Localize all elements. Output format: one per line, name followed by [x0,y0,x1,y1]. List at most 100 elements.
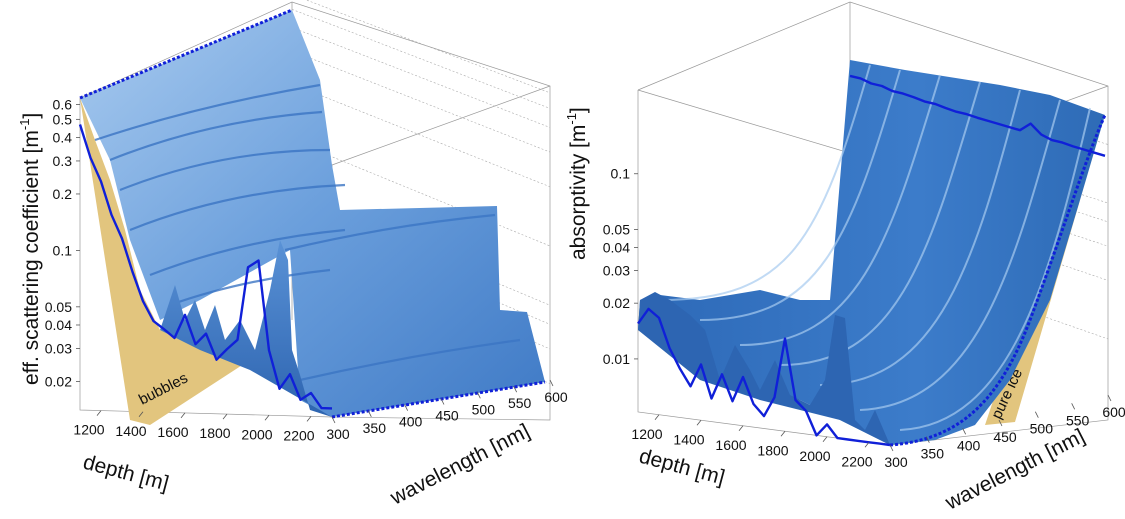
wavelength-tick-label: 600 [544,389,568,405]
wavelength-tick-label: 300 [326,426,350,442]
depth-tick-mark [738,425,744,431]
depth-tick-mark [864,442,870,448]
wavelength-tick-mark [1071,403,1076,410]
z-tick-label: 0.2 [53,186,73,202]
depth-tick-mark [264,415,270,421]
depth-axis-label: depth [m] [81,451,172,496]
z-tick-label: 0.5 [53,111,73,127]
depth-tick-mark [180,412,186,419]
wavelength-tick-label: 450 [993,429,1017,445]
z-tick-labels: 0.1 0.05 0.04 0.03 0.02 0.01 [603,166,638,367]
wavelength-tick-mark [367,410,372,418]
z-tick-label: 0.01 [603,351,630,367]
depth-tick-label: 2000 [799,448,830,464]
z-tick-label: 0.02 [45,373,72,389]
wavelength-tick-mark [998,419,1003,427]
wavelength-tick-mark [962,428,967,435]
z-axis-label: eff. scattering coefficient [m-1] [17,113,43,385]
edge-wavelength-dotted [889,114,1107,447]
surface-front [160,240,332,417]
depth-tick-label: 2200 [283,427,314,443]
depth-tick-mark [696,420,702,426]
z-tick-label: 0.04 [603,239,630,255]
z-grid-line [291,140,551,247]
wavelength-tick-label: 400 [957,437,981,453]
z-tick-label: 0.4 [53,130,73,146]
z-grid-line [291,50,551,153]
z-tick-labels: 0.60.5 0.4 0.3 0.2 0.1 0.05 0.04 0.03 0.02 [45,97,80,389]
z-tick-label: 0.05 [45,299,72,315]
z-tick-label: 0.02 [603,295,630,311]
z-grid-line [305,0,551,94]
edge-top-dotted [79,8,293,100]
scattering-chart: bubbles 0.60.50.40.30.20.10.050.040.030.… [17,0,568,510]
depth-tick-label: 1600 [157,424,188,440]
absorptivity-chart: pure ice 0.10.050.040.030.020.01 1200 140… [564,1,1125,515]
z-tick-label: 0.04 [45,317,72,333]
depth-tick-label: 1600 [715,437,746,453]
z-grid-line [291,9,551,109]
wavelength-tick-mark [1107,394,1112,402]
z-grid-line [291,27,551,128]
wavelength-tick-mark [549,379,554,387]
depth-tick-labels: 1200 1400 1600 1800 2000 2200 [631,414,873,469]
depth-tick-label: 2000 [241,426,272,442]
wavelength-tick-mark [889,444,894,452]
depth-tick-mark [780,431,786,437]
wavelength-tick-mark [513,385,518,393]
bubbles-region [80,98,250,425]
depth-profile-300nm-line [78,124,333,410]
z-grid-line [291,196,551,306]
z-axis-label: absorptivity [m-1] [564,107,590,260]
wavelength-tick-labels: 300 350 400 450 500 550 600 [326,379,568,442]
z-tick-label: 0.1 [53,242,73,258]
depth-tick-mark [138,411,144,417]
z-tick-label: 0.6 [53,97,73,113]
wavelength-tick-label: 550 [508,395,532,411]
surface-front [638,292,890,445]
depth-tick-label: 1200 [73,422,104,438]
depth-tick-mark [222,413,228,420]
depth-profile-600nm-line [849,74,1106,157]
surface-stripes [94,83,521,382]
wavelength-tick-label: 300 [884,454,908,470]
depth-tick-mark [822,436,828,442]
z-tick-label: 0.03 [45,340,72,356]
wavelength-tick-label: 500 [472,401,496,417]
z-tick-label: 0.05 [603,221,630,237]
depth-tick-mark [306,416,312,422]
edge-bottom-dotted [331,380,546,419]
wavelength-tick-mark [1034,411,1039,418]
wavelength-tick-label: 500 [1030,421,1054,437]
wavelength-tick-label: 450 [435,408,459,424]
wavelength-tick-mark [404,404,409,411]
wavelength-tick-label: 350 [363,420,387,436]
depth-tick-label: 1400 [115,423,146,439]
wavelength-tick-mark [331,416,336,424]
depth-tick-labels: 1200 1400 1600 1800 2000 2200 [73,410,315,443]
wavelength-tick-label: 400 [399,414,423,430]
depth-tick-label: 1400 [673,431,704,447]
wavelength-tick-mark [925,436,930,443]
wavelength-tick-label: 550 [1066,412,1090,428]
wavelength-tick-mark [476,392,481,399]
depth-profile-300nm-line [637,307,891,447]
wavelength-tick-label: 350 [921,446,945,462]
surface-body [638,60,1105,445]
z-tick-label: 0.3 [53,153,73,169]
wavelength-tick-labels: 300 350 400 450 500 550 600 [884,394,1125,470]
surface-stripes [659,64,1091,431]
wavelength-tick-mark [440,398,445,405]
z-tick-label: 0.03 [603,263,630,279]
wavelength-axis-label: wavelength [nm] [386,420,534,510]
depth-tick-mark [654,414,660,420]
depth-tick-label: 1800 [757,442,788,458]
z-tick-label: 0.1 [611,166,631,182]
depth-tick-mark [96,410,102,416]
surface-back [80,10,545,417]
depth-tick-label: 1800 [199,425,230,441]
wavelength-tick-label: 600 [1102,404,1125,420]
depth-tick-label: 2200 [841,453,872,469]
depth-axis-label: depth [m] [637,445,728,490]
